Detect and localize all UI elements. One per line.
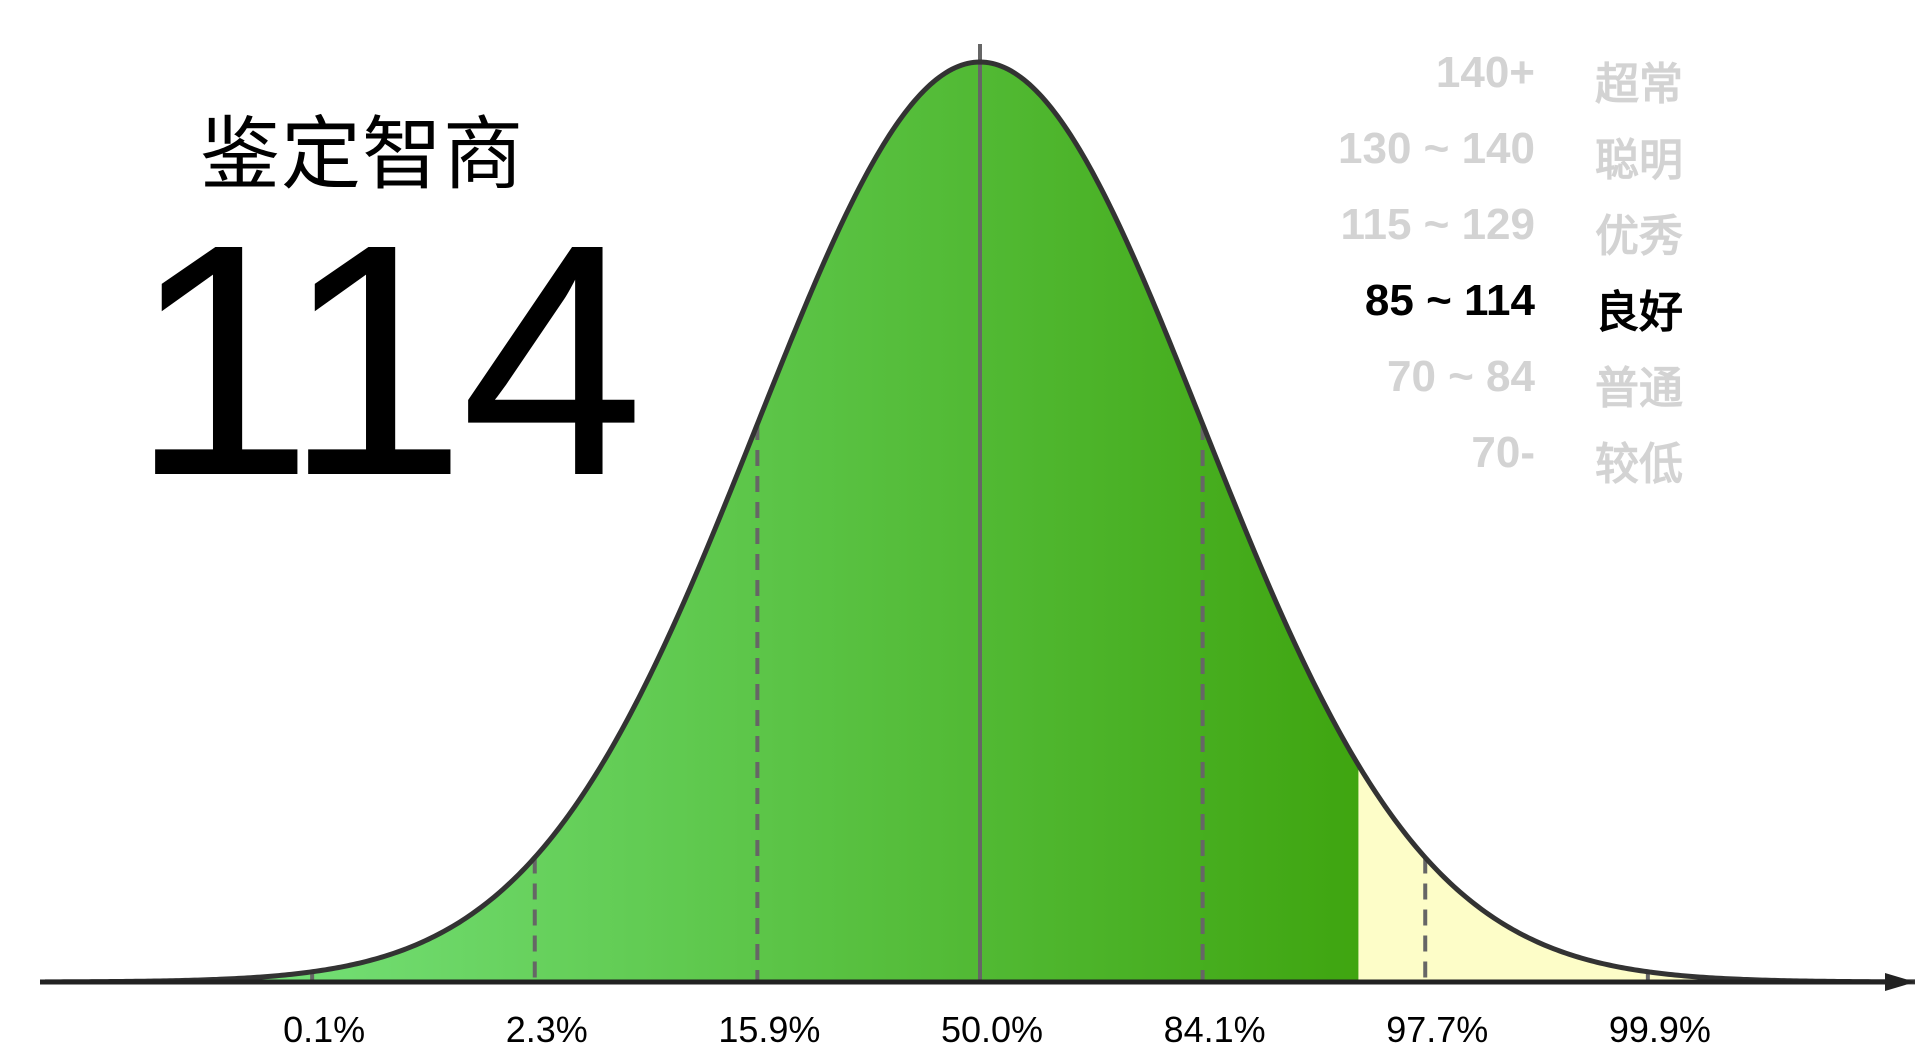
legend-item: 130 ~ 140 聪明 bbox=[1300, 116, 1730, 192]
tick-label: 99.9% bbox=[1609, 1009, 1711, 1050]
highlighted-area bbox=[45, 62, 1359, 982]
legend-label: 超常 bbox=[1595, 59, 1683, 110]
tick-label: 2.3% bbox=[506, 1009, 588, 1050]
tick-label: 84.1% bbox=[1164, 1009, 1266, 1050]
bell-curve bbox=[45, 59, 1915, 985]
iq-score: 114 bbox=[130, 175, 644, 544]
x-axis-arrow bbox=[1885, 973, 1915, 991]
legend-label: 普通 bbox=[1595, 363, 1683, 414]
legend-label: 聪明 bbox=[1595, 135, 1683, 186]
tick-label: 50.0% bbox=[941, 1009, 1043, 1050]
legend-range: 140+ bbox=[1435, 48, 1535, 97]
legend-item: 70 ~ 84 普通 bbox=[1300, 344, 1730, 420]
legend-item: 115 ~ 129 优秀 bbox=[1300, 192, 1730, 268]
legend-label: 较低 bbox=[1595, 439, 1683, 490]
legend-range: 130 ~ 140 bbox=[1338, 124, 1535, 173]
legend-item: 85 ~ 114 良好 bbox=[1300, 268, 1730, 344]
legend-range: 70 ~ 84 bbox=[1386, 352, 1535, 401]
legend-item: 140+ 超常 bbox=[1300, 40, 1730, 116]
page-title: 鉴定智商 bbox=[200, 108, 524, 201]
legend-range: 70- bbox=[1471, 428, 1535, 477]
legend-label: 良好 bbox=[1595, 287, 1683, 338]
legend-label: 优秀 bbox=[1595, 211, 1683, 262]
legend-range: 115 ~ 129 bbox=[1340, 200, 1535, 249]
tick-label: 97.7% bbox=[1386, 1009, 1488, 1050]
tick-label: 0.1% bbox=[283, 1009, 365, 1050]
legend-range: 85 ~ 114 bbox=[1364, 276, 1535, 325]
iq-legend: 140+ 超常 130 ~ 140 聪明 115 ~ 129 优秀 85 ~ 114 良好 70… bbox=[1300, 40, 1730, 496]
tick-label: 15.9% bbox=[718, 1009, 820, 1050]
legend-item: 70- 较低 bbox=[1300, 420, 1730, 496]
